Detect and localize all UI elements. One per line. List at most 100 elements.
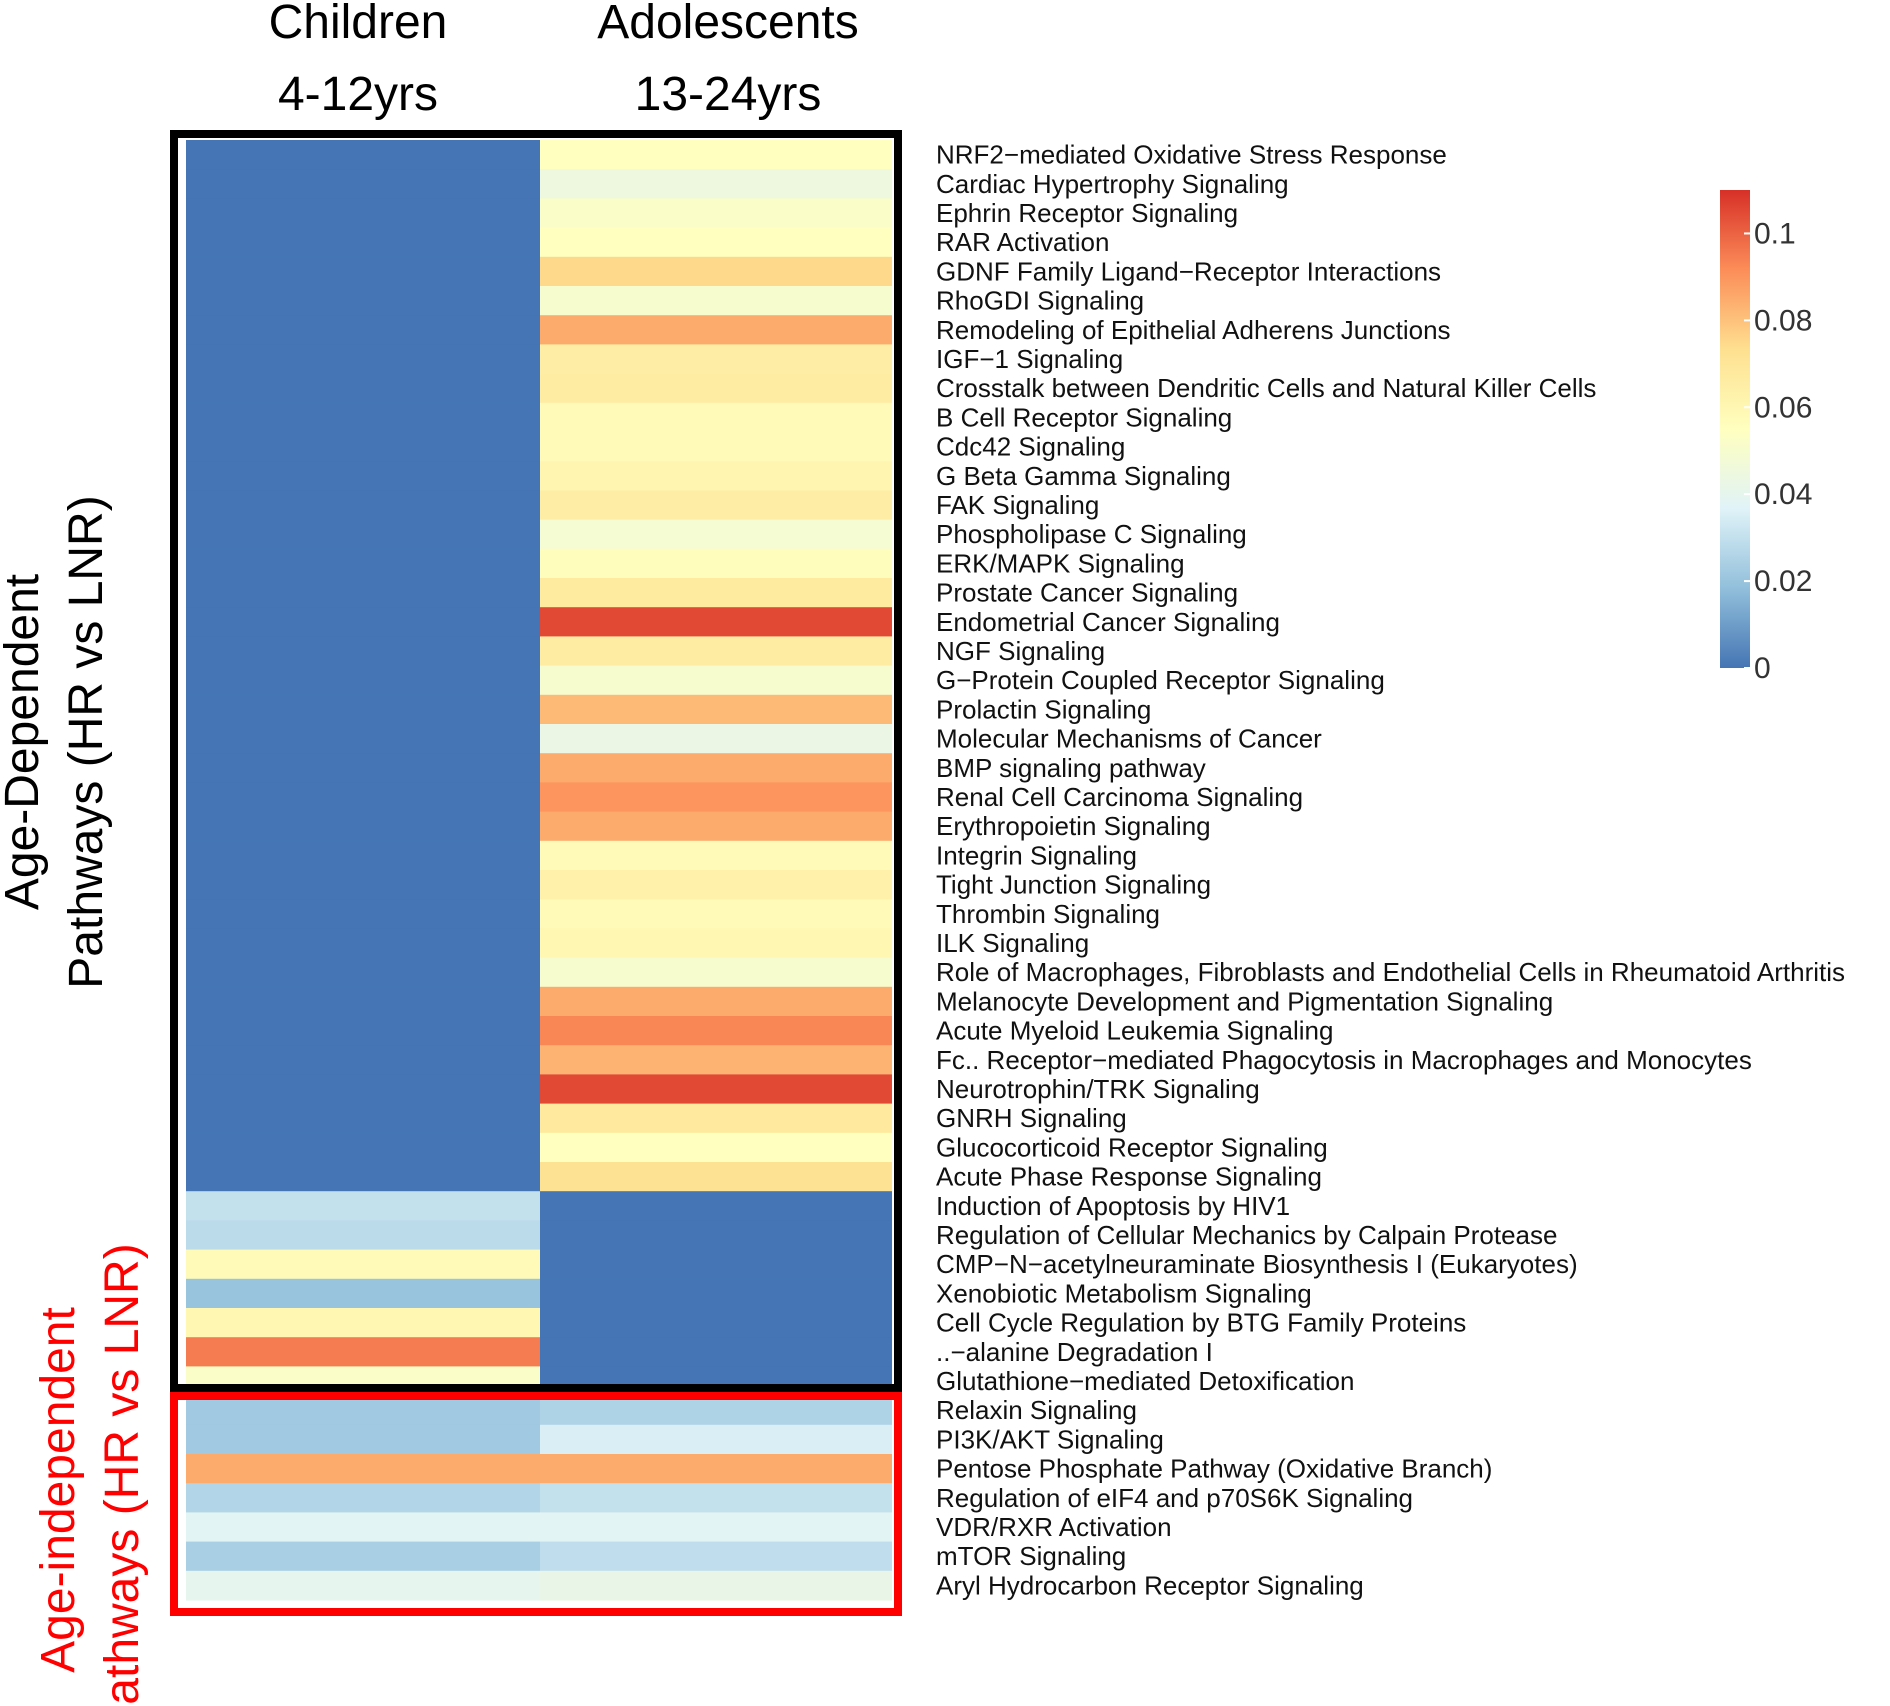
row-label: PI3K/AKT Signaling <box>936 1424 1164 1454</box>
heatmap-cell <box>186 782 540 813</box>
heatmap-cell <box>540 636 892 667</box>
heatmap-cell <box>540 1074 892 1105</box>
heatmap-cell <box>186 256 540 287</box>
heatmap-cell <box>186 373 540 404</box>
heatmap-cell <box>540 432 892 462</box>
heatmap-cell <box>540 1191 892 1221</box>
row-label: Phospholipase C Signaling <box>936 519 1247 549</box>
row-label: Prolactin Signaling <box>936 694 1151 724</box>
row-label: IGF−1 Signaling <box>936 344 1123 374</box>
row-label: G Beta Gamma Signaling <box>936 461 1231 491</box>
row-labels: NRF2−mediated Oxidative Stress ResponseC… <box>936 140 1845 1601</box>
heatmap-cell <box>186 1103 540 1134</box>
heatmap-cell <box>186 1541 540 1572</box>
heatmap-cell <box>540 1424 892 1455</box>
row-label: Remodeling of Epithelial Adherens Juncti… <box>936 315 1451 345</box>
heatmap-cell <box>540 402 892 433</box>
heatmap-cell <box>540 928 892 959</box>
column-subtitle-adolescents: 13-24yrs <box>635 68 822 121</box>
row-label: Xenobiotic Metabolism Signaling <box>936 1278 1312 1308</box>
heatmap-cell <box>540 724 892 754</box>
heatmap-cell <box>540 198 892 229</box>
column-subtitle-children: 4-12yrs <box>278 68 438 121</box>
heatmap-cell <box>186 227 540 258</box>
heatmap-cell <box>540 782 892 813</box>
heatmap-cell <box>540 1395 892 1426</box>
heatmap-cell <box>540 1337 892 1367</box>
heatmap-cell <box>186 724 540 754</box>
colorbar-tick-label: 0.06 <box>1754 391 1812 424</box>
heatmap-cell <box>186 1337 540 1367</box>
colorbar-tick-label: 0.02 <box>1754 565 1812 598</box>
heatmap-cell <box>186 928 540 959</box>
row-label: Acute Phase Response Signaling <box>936 1162 1322 1192</box>
heatmap-cell <box>540 986 892 1017</box>
heatmap-cell <box>540 227 892 258</box>
age-independent-box <box>170 1392 902 1616</box>
heatmap-cell <box>540 169 892 199</box>
heatmap-cell <box>540 548 892 579</box>
group-label-age-dependent-line1: Age-Dependent <box>0 574 49 910</box>
heatmap-cell <box>540 1278 892 1309</box>
row-label: Regulation of eIF4 and p70S6K Signaling <box>936 1483 1413 1513</box>
heatmap-cell <box>186 870 540 900</box>
heatmap-cell <box>540 899 892 929</box>
heatmap-cell <box>186 811 540 842</box>
row-label: Cardiac Hypertrophy Signaling <box>936 169 1289 199</box>
heatmap-cell <box>540 665 892 696</box>
row-label: ILK Signaling <box>936 928 1089 958</box>
heatmap-cell <box>186 986 540 1017</box>
colorbar-tick-label: 0.1 <box>1754 217 1796 250</box>
row-label: RAR Activation <box>936 227 1109 257</box>
heatmap-cell <box>186 753 540 783</box>
row-label: Crosstalk between Dendritic Cells and Na… <box>936 373 1596 403</box>
heatmap-cell <box>540 490 892 521</box>
row-label: RhoGDI Signaling <box>936 286 1144 316</box>
row-label: Integrin Signaling <box>936 840 1137 870</box>
heatmap-cell <box>186 169 540 199</box>
heatmap-cell <box>186 548 540 579</box>
row-label: Tight Junction Signaling <box>936 870 1211 900</box>
row-label: Renal Cell Carcinoma Signaling <box>936 782 1303 812</box>
heatmap-cell <box>540 256 892 287</box>
column-title-children: Children <box>269 0 448 49</box>
row-label: NGF Signaling <box>936 636 1105 666</box>
row-label: mTOR Signaling <box>936 1541 1126 1571</box>
heatmap-cell <box>540 1541 892 1572</box>
heatmap-cell <box>540 870 892 900</box>
row-label: Relaxin Signaling <box>936 1395 1137 1425</box>
heatmap-cell <box>186 490 540 521</box>
row-label: GDNF Family Ligand−Receptor Interactions <box>936 256 1441 286</box>
row-label: Erythropoietin Signaling <box>936 811 1211 841</box>
age-dependent-box <box>170 130 902 1392</box>
heatmap-cell <box>540 1308 892 1338</box>
heatmap-cell <box>540 1220 892 1251</box>
heatmap-cells <box>186 140 892 1601</box>
colorbar-ticks: 0 0.02 0.04 0.06 0.08 0.1 <box>1744 217 1812 685</box>
heatmap-cell <box>186 957 540 988</box>
colorbar-tick-label: 0.04 <box>1754 478 1812 511</box>
heatmap-cell <box>540 840 892 871</box>
row-label: Acute Myeloid Leukemia Signaling <box>936 1016 1333 1046</box>
row-label: Ephrin Receptor Signaling <box>936 198 1238 228</box>
row-label: CMP−N−acetylneuraminate Biosynthesis I (… <box>936 1249 1578 1279</box>
heatmap-cell <box>540 1132 892 1163</box>
column-title-adolescents: Adolescents <box>597 0 859 49</box>
row-label: Aryl Hydrocarbon Receptor Signaling <box>936 1570 1364 1600</box>
heatmap-cell <box>186 694 540 725</box>
heatmap-cell <box>540 1454 892 1484</box>
heatmap-cell <box>540 315 892 345</box>
heatmap-cell <box>540 140 892 170</box>
heatmap-cell <box>540 1016 892 1046</box>
heatmap-cell <box>540 373 892 404</box>
colorbar-tick-label: 0 <box>1754 652 1771 685</box>
heatmap-cell <box>186 402 540 433</box>
row-label: VDR/RXR Activation <box>936 1512 1172 1542</box>
row-label: Molecular Mechanisms of Cancer <box>936 724 1322 754</box>
heatmap-cell <box>540 694 892 725</box>
heatmap-cell <box>186 1249 540 1280</box>
heatmap-cell <box>186 1074 540 1105</box>
heatmap-cell <box>540 578 892 608</box>
heatmap-cell <box>540 1483 892 1513</box>
heatmap-cell <box>540 1045 892 1075</box>
